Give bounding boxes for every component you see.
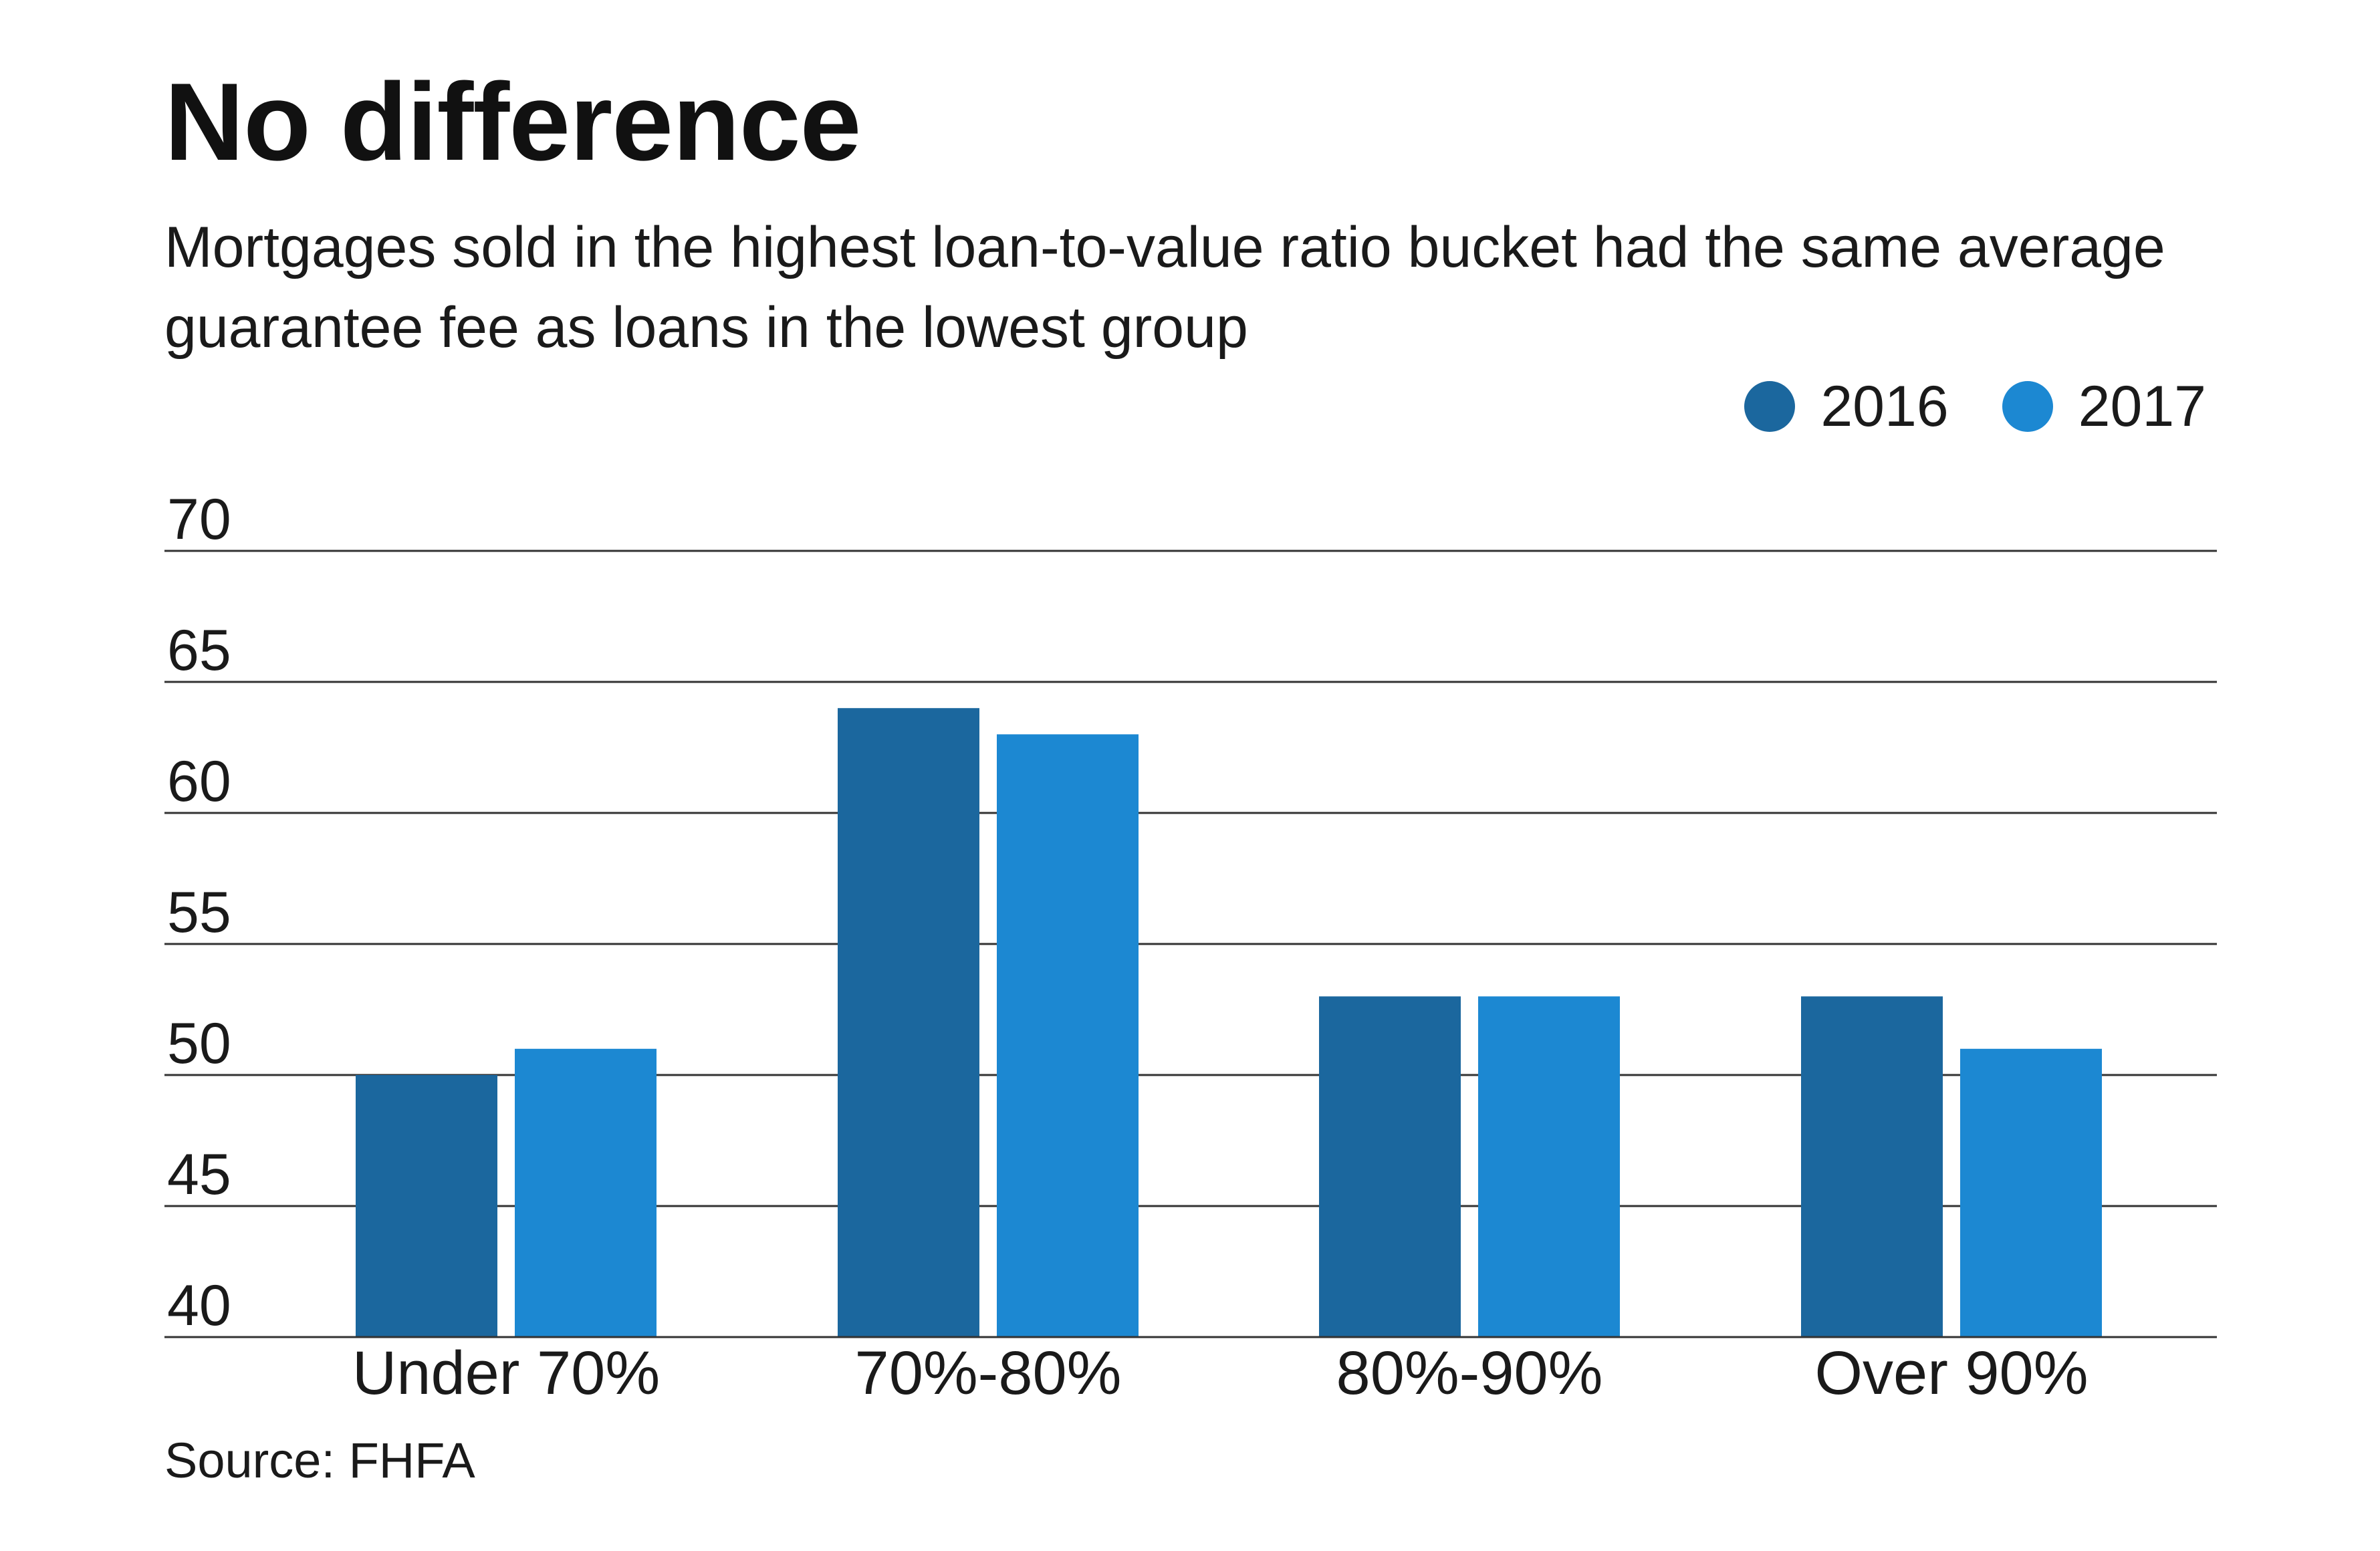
x-tick-label-1: 70%-80% — [855, 1339, 1122, 1407]
x-tick-label-0: Under 70% — [352, 1339, 660, 1407]
source-note: Source: FHFA — [164, 1433, 475, 1488]
legend-label-2016: 2016 — [1820, 374, 1949, 439]
bar-2016-1 — [838, 708, 979, 1337]
x-tick-label-2: 80%-90% — [1336, 1339, 1603, 1407]
bar-2017-2 — [1478, 996, 1620, 1337]
bar-2016-0 — [356, 1075, 497, 1337]
y-tick-label-40: 40 — [167, 1274, 231, 1338]
y-tick-label-45: 45 — [167, 1143, 231, 1207]
y-tick-label-65: 65 — [167, 618, 231, 683]
bar-2017-1 — [997, 734, 1139, 1337]
bar-2017-0 — [515, 1048, 657, 1337]
y-tick-label-70: 70 — [167, 487, 231, 552]
chart-title: No difference — [164, 60, 861, 183]
x-tick-label-3: Over 90% — [1814, 1339, 2088, 1407]
y-tick-label-55: 55 — [167, 880, 231, 945]
bar-2017-3 — [1960, 1048, 2102, 1337]
y-tick-label-50: 50 — [167, 1011, 231, 1076]
y-tick-label-60: 60 — [167, 749, 231, 814]
legend-label-2017: 2017 — [2078, 374, 2206, 439]
chart-subtitle: Mortgages sold in the highest loan-to-va… — [164, 215, 2165, 360]
legend: 2016 2017 — [1691, 378, 2206, 435]
bar-2016-2 — [1319, 996, 1461, 1337]
legend-swatch-2016 — [1744, 381, 1796, 432]
bar-2016-3 — [1801, 996, 1943, 1337]
legend-swatch-2017 — [2002, 381, 2053, 432]
legend-item-2017: 2017 — [2002, 378, 2206, 435]
legend-item-2016: 2016 — [1744, 374, 1949, 439]
